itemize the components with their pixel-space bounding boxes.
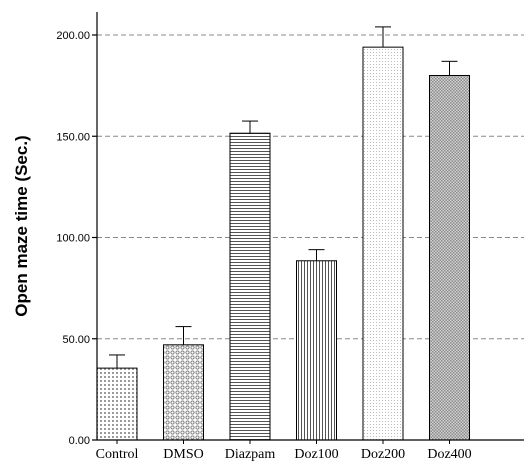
bar-control [96,367,138,441]
x-tick-label-dmso: DMSO [163,447,203,462]
axes [96,12,524,441]
y-axis-label: Open maze time (Sec.) [12,135,31,316]
y-tick-label: 100.00 [56,233,90,245]
x-tick-label-doz100: Doz100 [294,447,338,462]
x-tick-label-diazpam: Diazpam [225,447,276,462]
bar-dmso [163,344,204,441]
bar-doz200 [362,46,404,441]
x-tick-labels: Control DMSO Diazpam Doz100 Doz200 Doz400 [96,440,472,462]
x-tick-label-doz400: Doz400 [427,447,471,462]
x-tick-label-doz200: Doz200 [361,447,405,462]
bar-doz100 [296,260,337,441]
bar-doz400 [429,75,470,441]
bars [96,26,470,441]
y-tick-label: 0.00 [69,435,90,447]
x-tick-label-control: Control [96,447,139,462]
y-ticks: 0.00 50.00 100.00 150.00 200.00 [56,30,97,447]
y-tick-label: 50.00 [62,334,90,346]
y-tick-label: 150.00 [56,131,90,143]
y-tick-label: 200.00 [56,30,90,42]
bar-diazpam [229,132,271,441]
